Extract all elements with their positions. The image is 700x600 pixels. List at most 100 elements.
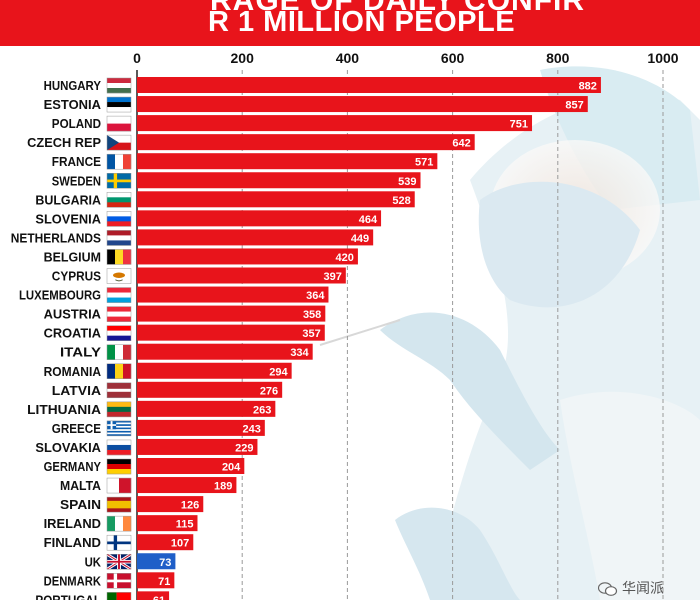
flag-icon <box>106 115 132 132</box>
x-tick-label: 400 <box>336 50 360 66</box>
bar <box>137 248 358 265</box>
bar-value-label: 107 <box>171 538 189 550</box>
bar-value-label: 528 <box>392 195 410 207</box>
wechat-icon <box>598 582 618 596</box>
category-label: ESTONIA <box>44 98 101 112</box>
category-label: LUXEMBOURG <box>19 289 101 303</box>
bar <box>137 458 245 474</box>
bar <box>137 305 326 322</box>
bar <box>137 419 265 436</box>
category-label: SLOVAKIA <box>35 441 101 455</box>
bar-value-label: 204 <box>222 462 241 474</box>
bar-value-label: 294 <box>269 366 288 378</box>
flag-icon <box>106 458 132 475</box>
bar-value-label: 263 <box>253 404 271 416</box>
bar <box>137 591 170 600</box>
category-label: NETHERLANDS <box>11 231 101 245</box>
bar <box>137 343 313 360</box>
flag-icon <box>106 287 132 303</box>
flag-icon <box>106 249 132 265</box>
category-label: BELGIUM <box>44 250 101 264</box>
category-label: ROMANIA <box>44 365 101 379</box>
bar <box>137 210 382 227</box>
bar-value-label: 61 <box>153 595 165 600</box>
bar-value-label: 71 <box>158 576 170 588</box>
bar <box>137 438 258 455</box>
flag-icon <box>106 592 132 600</box>
flag-icon <box>106 496 132 513</box>
category-label: CROATIA <box>44 327 101 341</box>
flag-icon <box>106 306 132 322</box>
bar <box>137 362 292 379</box>
category-label: LITHUANIA <box>27 403 101 417</box>
bar-value-label: 334 <box>290 347 309 359</box>
bar <box>137 572 175 589</box>
bar <box>137 496 204 513</box>
flag-icon <box>106 211 132 227</box>
category-label: HUNGARY <box>44 79 102 93</box>
bar <box>137 286 329 303</box>
bar <box>137 191 415 208</box>
category-label: IRELAND <box>44 517 101 531</box>
bar-value-label: 229 <box>235 442 253 454</box>
bar-value-label: 857 <box>565 100 583 112</box>
flag-icon <box>106 573 132 589</box>
category-label: FINLAND <box>44 536 101 550</box>
bar-value-label: 115 <box>176 519 194 531</box>
bar <box>137 267 346 284</box>
flag-icon <box>106 153 132 170</box>
category-label: CZECH REP <box>27 136 101 150</box>
bar <box>137 324 325 341</box>
category-label: PORTUGAL <box>35 593 101 600</box>
category-label: SWEDEN <box>52 174 101 188</box>
bar-value-label: 73 <box>159 557 171 569</box>
category-label: UK <box>85 555 101 569</box>
bar <box>137 400 276 417</box>
bar-value-label: 571 <box>415 157 433 169</box>
bar-value-label: 358 <box>303 309 321 321</box>
bar <box>137 534 194 551</box>
x-tick-label: 800 <box>546 50 570 66</box>
flag-icon <box>106 77 132 94</box>
x-tick-label: 200 <box>231 50 255 66</box>
bar <box>137 553 176 570</box>
flag-icon <box>106 268 132 284</box>
bar <box>137 96 588 113</box>
flag-icon <box>106 420 132 437</box>
flag-icon <box>106 401 132 418</box>
title-banner: RAGE OF DAILY CONFIR R 1 MILLION PEOPLE <box>0 0 700 46</box>
bar-value-label: 539 <box>398 176 416 188</box>
bar-value-label: 243 <box>242 423 260 435</box>
bar <box>137 515 198 532</box>
bar <box>137 115 533 132</box>
bar <box>137 134 475 151</box>
flag-icon <box>106 96 132 113</box>
category-label: AUSTRIA <box>44 308 101 322</box>
bar <box>137 381 283 398</box>
bar <box>137 77 601 93</box>
category-label: DENMARK <box>44 574 101 588</box>
bar-value-label: 449 <box>351 233 369 245</box>
flag-icon <box>106 363 132 379</box>
category-label: SPAIN <box>60 498 101 512</box>
category-label: MALTA <box>60 479 101 493</box>
title-line-2: R 1 MILLION PEOPLE <box>208 6 516 38</box>
category-label: POLAND <box>52 117 101 131</box>
flag-icon <box>106 325 132 341</box>
category-label: CYPRUS <box>52 270 101 284</box>
category-label: LATVIA <box>52 384 101 398</box>
x-tick-label: 1000 <box>647 50 678 66</box>
bar-value-label: 882 <box>579 81 597 93</box>
x-tick-label: 600 <box>441 50 465 66</box>
bar <box>137 153 438 170</box>
flag-icon <box>106 344 132 360</box>
bar <box>137 229 374 246</box>
bar-value-label: 357 <box>302 328 320 340</box>
bar-value-label: 126 <box>181 500 199 512</box>
flag-icon <box>106 534 132 551</box>
bar <box>137 172 421 189</box>
bar-value-label: 397 <box>323 271 341 283</box>
bar-value-label: 189 <box>214 481 232 493</box>
category-label: GERMANY <box>44 460 102 474</box>
title-line-1: RAGE OF DAILY CONFIR <box>210 0 586 17</box>
